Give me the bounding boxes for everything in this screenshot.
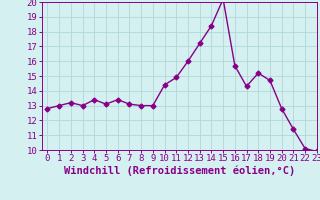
X-axis label: Windchill (Refroidissement éolien,°C): Windchill (Refroidissement éolien,°C) — [64, 166, 295, 176]
